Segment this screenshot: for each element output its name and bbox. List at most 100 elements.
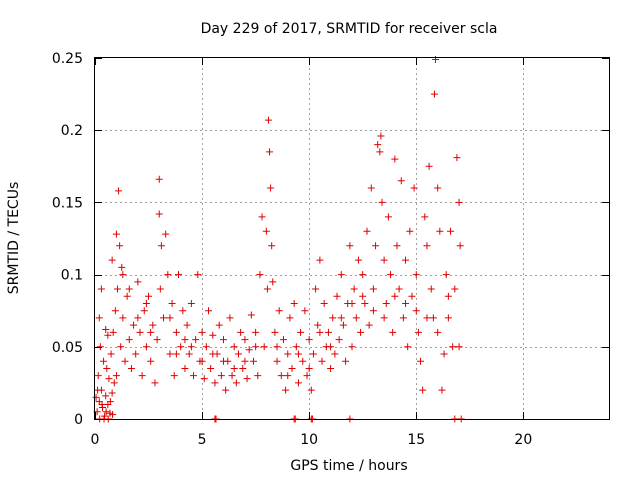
- data-point: [166, 350, 174, 358]
- y-tick-label: 0.05: [52, 340, 83, 356]
- data-point: [387, 271, 395, 279]
- data-point: [155, 175, 163, 183]
- x-tick-label: 5: [198, 432, 207, 448]
- data-point: [264, 116, 272, 124]
- data-point: [359, 292, 367, 300]
- data-point: [230, 364, 238, 372]
- data-points: [92, 55, 465, 423]
- data-point: [438, 386, 446, 394]
- data-point: [252, 343, 260, 351]
- data-point: [140, 307, 148, 315]
- data-point: [412, 271, 420, 279]
- data-point: [301, 307, 309, 315]
- data-point: [107, 350, 115, 358]
- data-point: [305, 364, 313, 372]
- data-point: [359, 271, 367, 279]
- data-point: [337, 271, 345, 279]
- data-point: [254, 372, 262, 380]
- data-point: [177, 343, 185, 351]
- data-point: [434, 328, 442, 336]
- data-point: [105, 375, 113, 383]
- data-point: [241, 357, 249, 365]
- data-point: [220, 336, 227, 344]
- data-point: [181, 364, 189, 372]
- data-point: [222, 386, 230, 394]
- data-point: [132, 350, 140, 358]
- data-point: [279, 336, 287, 344]
- data-point: [327, 343, 335, 351]
- data-point: [377, 132, 385, 140]
- data-point: [444, 292, 452, 300]
- data-point: [153, 336, 161, 344]
- data-point: [455, 343, 463, 351]
- y-tick-label: 0.25: [52, 51, 83, 67]
- data-point: [374, 141, 382, 149]
- data-point: [92, 393, 100, 401]
- axis-ticks: [95, 58, 609, 420]
- y-tick-label: 0.2: [61, 123, 83, 139]
- data-point: [102, 392, 110, 400]
- data-point: [109, 328, 117, 336]
- data-point: [271, 328, 279, 336]
- data-point: [294, 379, 302, 387]
- data-point: [299, 357, 307, 365]
- data-point: [258, 213, 266, 221]
- x-tick-label: 10: [300, 432, 318, 448]
- data-point: [112, 230, 120, 238]
- data-point: [367, 184, 375, 192]
- data-point: [268, 242, 276, 250]
- data-point: [324, 328, 332, 336]
- data-point: [98, 401, 106, 409]
- data-point: [425, 162, 433, 170]
- data-point: [376, 148, 384, 156]
- data-point: [408, 292, 416, 300]
- data-point: [134, 278, 142, 286]
- data-point: [318, 357, 326, 365]
- data-point: [288, 364, 296, 372]
- data-point: [290, 299, 298, 307]
- data-point: [269, 278, 277, 286]
- data-point: [286, 314, 294, 322]
- data-point: [256, 271, 264, 279]
- data-point: [145, 292, 153, 300]
- y-tick-label: 0.15: [52, 195, 83, 211]
- data-point: [350, 285, 358, 293]
- data-point: [119, 271, 127, 279]
- data-point: [429, 314, 437, 322]
- data-point: [245, 346, 253, 354]
- data-point: [94, 372, 102, 380]
- data-point: [391, 292, 399, 300]
- data-point: [337, 314, 345, 322]
- data-point: [395, 285, 403, 293]
- data-point: [151, 379, 159, 387]
- data-point: [200, 375, 208, 383]
- data-point: [453, 154, 461, 162]
- data-point: [205, 307, 213, 315]
- data-point: [369, 307, 377, 315]
- data-point: [104, 331, 112, 339]
- data-point: [410, 184, 418, 192]
- data-point: [160, 314, 168, 322]
- data-point: [406, 227, 414, 235]
- data-point: [185, 350, 193, 358]
- data-point: [209, 331, 217, 339]
- data-point: [369, 285, 377, 293]
- y-axis-label: SRMTID / TECUs: [6, 182, 22, 295]
- data-point: [102, 408, 110, 416]
- data-point: [309, 350, 317, 358]
- data-point: [138, 372, 146, 380]
- data-point: [451, 285, 459, 293]
- data-point: [282, 386, 290, 394]
- data-point: [239, 364, 247, 372]
- data-point: [175, 271, 183, 279]
- data-point: [320, 299, 328, 307]
- data-point: [108, 256, 116, 264]
- data-point: [372, 242, 380, 250]
- data-point: [307, 386, 315, 394]
- data-point: [194, 271, 202, 279]
- data-point: [162, 230, 170, 238]
- data-point: [363, 227, 371, 235]
- data-point: [275, 307, 283, 315]
- data-point: [187, 343, 195, 351]
